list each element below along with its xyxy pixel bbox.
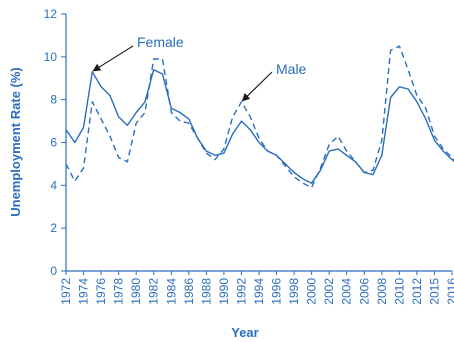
x-tick-label: 2004 [340,278,354,305]
x-tick-label: 1984 [164,278,178,305]
x-tick-label: 1998 [287,278,301,305]
y-tick-label: 4 [50,178,57,192]
x-tick-label: 2016 [445,278,454,305]
x-axis-title: Year [231,325,258,340]
x-tick-label: 1992 [234,278,248,305]
annotation-label: Female [137,34,184,50]
x-tick-label: 1976 [94,278,108,305]
annotation-arrow [241,71,273,102]
x-tick-label: 1974 [77,278,91,305]
x-tick-label: 1980 [129,278,143,305]
series-line-female [65,68,454,184]
x-tick-label: 2015 [427,278,441,305]
x-tick-label: 2012 [410,278,424,305]
y-tick-label: 8 [50,93,57,107]
y-tick-label: 10 [44,50,58,64]
x-tick-label: 1994 [252,278,266,305]
annotation-label: Male [276,61,307,77]
x-tick-label: 1986 [182,278,196,305]
x-tick-label: 2002 [322,278,336,305]
series-line-male [65,45,454,189]
y-tick-label: 0 [50,264,57,278]
x-tick-label: 1988 [199,278,213,305]
x-tick-label: 1978 [112,278,126,305]
x-tick-label: 2006 [357,278,371,305]
x-tick-label: 2010 [392,278,406,305]
annotation-arrow [92,45,134,72]
y-tick-label: 12 [44,7,58,21]
x-tick-label: 1990 [217,278,231,305]
x-tick-label: 2008 [375,278,389,305]
x-tick-label: 1972 [59,278,73,305]
x-tick-label: 1982 [147,278,161,305]
y-axis-title: Unemployment Rate (%) [8,67,23,217]
y-tick-label: 6 [50,136,57,150]
x-tick-label: 1996 [270,278,284,305]
y-tick-label: 2 [50,221,57,235]
x-tick-label: 2000 [305,278,319,305]
